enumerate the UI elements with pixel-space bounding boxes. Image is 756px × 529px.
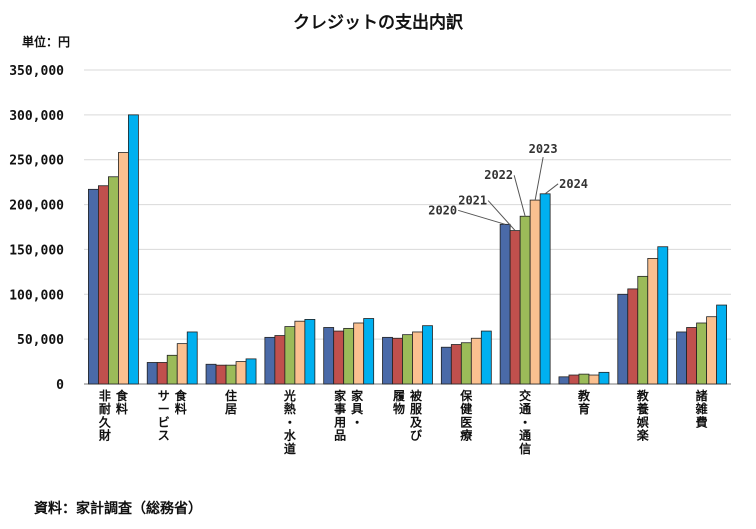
bar bbox=[333, 330, 345, 385]
annotation-leader-line bbox=[534, 156, 544, 201]
bar bbox=[588, 374, 600, 385]
bar bbox=[450, 344, 462, 385]
bar bbox=[568, 374, 580, 385]
series-annotation-label: 2020 bbox=[428, 203, 457, 217]
x-category-label: サービス bbox=[158, 389, 170, 443]
bar bbox=[156, 362, 168, 385]
bar bbox=[108, 176, 119, 385]
bar bbox=[176, 343, 188, 385]
x-category-label: 保健医療 bbox=[459, 388, 473, 443]
y-tick-label: 100,000 bbox=[9, 288, 64, 303]
bar bbox=[215, 364, 227, 385]
bar bbox=[274, 335, 286, 385]
x-category-label: 被服及び bbox=[410, 388, 423, 443]
bar bbox=[529, 199, 541, 385]
bar bbox=[225, 364, 237, 385]
y-axis-unit-label: 単位：円 bbox=[22, 35, 71, 49]
x-category-label: 住居 bbox=[225, 388, 237, 416]
bar bbox=[146, 362, 158, 385]
bar bbox=[422, 325, 433, 385]
bar bbox=[412, 331, 423, 385]
x-category-label: 食料 bbox=[174, 388, 188, 416]
annotation-leader-line bbox=[544, 183, 559, 195]
source-note: 資料：家計調査（総務省） bbox=[34, 501, 202, 517]
bar bbox=[539, 193, 551, 385]
bar bbox=[382, 336, 393, 385]
x-category-label: 家具・ bbox=[351, 388, 364, 429]
bar bbox=[617, 293, 629, 385]
bar bbox=[460, 342, 472, 385]
bar bbox=[235, 361, 247, 385]
annotation-leader-line bbox=[487, 200, 516, 231]
annotation-leader-line bbox=[513, 175, 526, 217]
series-annotation-label: 2022 bbox=[484, 168, 513, 182]
y-tick-label: 50,000 bbox=[17, 333, 64, 348]
bar bbox=[627, 288, 639, 385]
bar bbox=[304, 319, 316, 385]
bar bbox=[637, 275, 649, 385]
x-category-label: 交通・通信 bbox=[519, 388, 531, 456]
bar bbox=[676, 331, 687, 385]
bar bbox=[98, 185, 109, 385]
x-category-label: 履物 bbox=[392, 389, 406, 416]
bar bbox=[323, 327, 335, 385]
bar bbox=[88, 188, 99, 385]
bar bbox=[440, 346, 452, 385]
x-category-label: 非耐久財 bbox=[98, 388, 112, 443]
bar bbox=[686, 327, 697, 385]
bar bbox=[716, 304, 727, 385]
bar bbox=[519, 215, 531, 385]
bar bbox=[706, 316, 717, 385]
bar bbox=[343, 327, 355, 385]
bar bbox=[470, 337, 482, 385]
bar bbox=[499, 223, 511, 385]
bar bbox=[647, 257, 659, 385]
bar bbox=[558, 376, 570, 385]
x-category-label: 家事用品 bbox=[333, 388, 347, 443]
y-tick-label: 200,000 bbox=[9, 199, 64, 214]
y-tick-label: 300,000 bbox=[9, 109, 64, 124]
bar bbox=[128, 114, 139, 385]
bar bbox=[166, 354, 178, 385]
y-tick-label: 350,000 bbox=[9, 64, 64, 79]
bar bbox=[392, 337, 403, 385]
x-category-label: 教養娯楽 bbox=[636, 388, 650, 443]
bar bbox=[205, 363, 217, 385]
chart-title: クレジットの支出内訳 bbox=[293, 13, 463, 33]
bar bbox=[284, 326, 296, 385]
bar bbox=[245, 358, 257, 385]
y-tick-label: 150,000 bbox=[9, 243, 64, 258]
x-category-label: 光熱・水道 bbox=[283, 388, 297, 456]
bar bbox=[509, 230, 521, 385]
y-tick-label: 0 bbox=[56, 378, 64, 393]
bar bbox=[363, 318, 375, 385]
bar bbox=[186, 331, 198, 385]
bar bbox=[657, 246, 669, 385]
x-category-label: 教育 bbox=[577, 388, 591, 416]
series-annotation-label: 2021 bbox=[458, 194, 487, 208]
series-annotation-label: 2024 bbox=[559, 177, 588, 191]
bar bbox=[264, 336, 276, 385]
x-category-label: 食料 bbox=[115, 388, 129, 416]
bar bbox=[598, 371, 610, 385]
bar bbox=[480, 330, 492, 385]
x-category-label: 諸雑費 bbox=[695, 388, 708, 429]
bar bbox=[578, 373, 590, 385]
bar bbox=[118, 152, 129, 385]
series-annotation-label: 2023 bbox=[529, 142, 558, 156]
y-tick-label: 250,000 bbox=[9, 154, 64, 169]
annotation-leader-line bbox=[457, 209, 506, 225]
bar bbox=[402, 334, 413, 385]
bar bbox=[294, 320, 306, 385]
bar bbox=[353, 322, 365, 385]
bar bbox=[696, 322, 707, 385]
